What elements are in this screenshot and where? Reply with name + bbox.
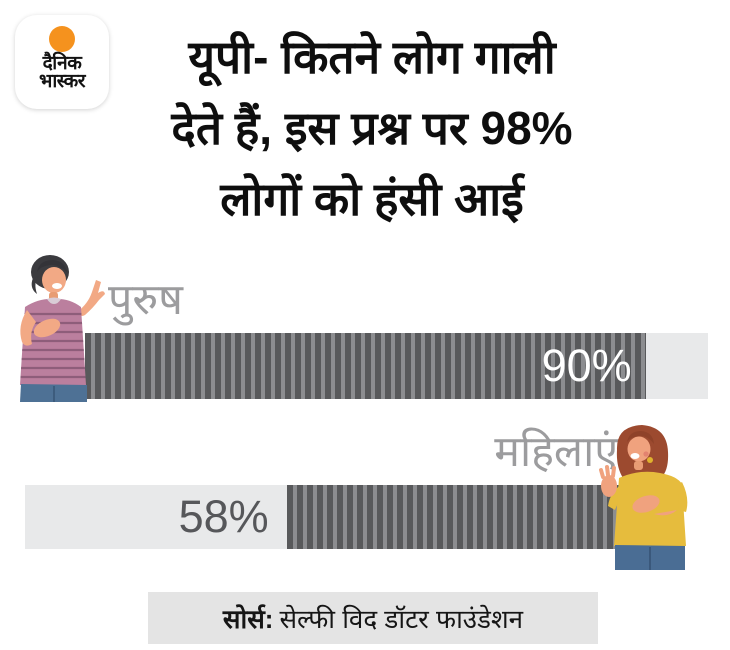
bar-men: 90% (85, 333, 708, 399)
source-text: सेल्फी विद डॉटर फाउंडेशन (279, 604, 524, 634)
headline-line1: यूपी- कितने लोग गाली (188, 31, 556, 83)
logo-text-line2: भास्कर (38, 71, 86, 92)
bar-women-track: 58% (25, 485, 287, 549)
bar-men-value: 90% (541, 340, 632, 391)
bar-men-fill: 90% (85, 333, 646, 399)
woman-illustration (599, 425, 688, 570)
bar-women-fill (286, 485, 648, 549)
category-label-women: महिलाएं (494, 428, 618, 476)
category-label-men: पुरुष (108, 276, 183, 324)
logo-sun-icon (49, 26, 75, 52)
bar-men-track (645, 333, 708, 399)
bar-women-value: 58% (178, 491, 269, 542)
headline-line2: देते हैं, इस प्रश्न पर 98% (171, 102, 573, 154)
logo-text-line1: दैनिक (42, 53, 82, 74)
dainik-bhaskar-logo: दैनिक भास्कर (15, 15, 109, 109)
headline-line3: लोगों को हंसी आई (220, 173, 524, 225)
headline: यूपी- कितने लोग गाली देते हैं, इस प्रश्न… (92, 22, 652, 235)
man-illustration (20, 255, 105, 402)
source-prefix: सोर्स: (222, 604, 274, 634)
source-strip: सोर्स: सेल्फी विद डॉटर फाउंडेशन (148, 592, 598, 644)
bar-women: 58% (25, 485, 648, 549)
